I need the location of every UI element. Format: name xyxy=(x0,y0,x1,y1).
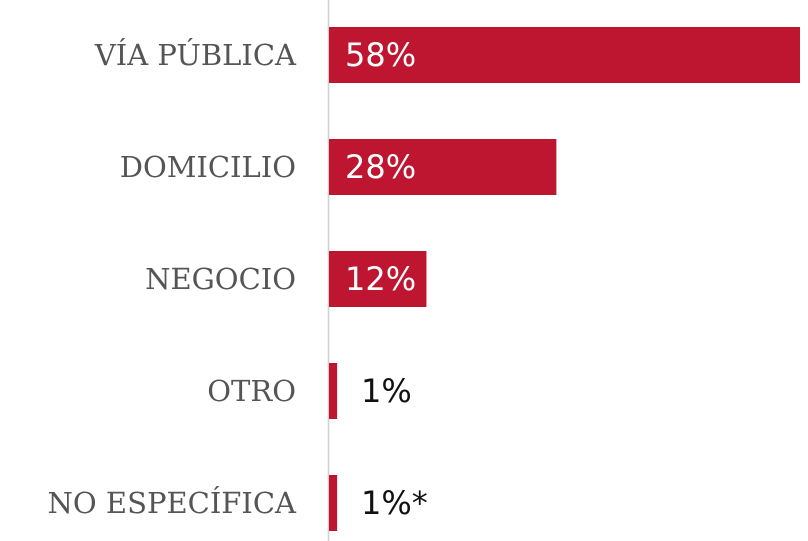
bar xyxy=(329,251,427,307)
category-label: VÍA PÚBLICA xyxy=(94,37,297,72)
value-label: 58% xyxy=(345,36,416,74)
value-label: 1% xyxy=(361,372,412,410)
bar xyxy=(329,27,800,83)
value-label: 1%* xyxy=(361,484,428,522)
category-label: DOMICILIO xyxy=(120,150,296,184)
bar xyxy=(329,475,338,531)
bar xyxy=(329,363,338,419)
category-label: OTRO xyxy=(207,374,296,408)
value-label: 12% xyxy=(345,260,416,298)
value-label: 28% xyxy=(345,148,416,186)
category-label: NEGOCIO xyxy=(145,262,296,296)
bar xyxy=(329,139,557,195)
category-label: NO ESPECÍFICA xyxy=(48,485,297,520)
